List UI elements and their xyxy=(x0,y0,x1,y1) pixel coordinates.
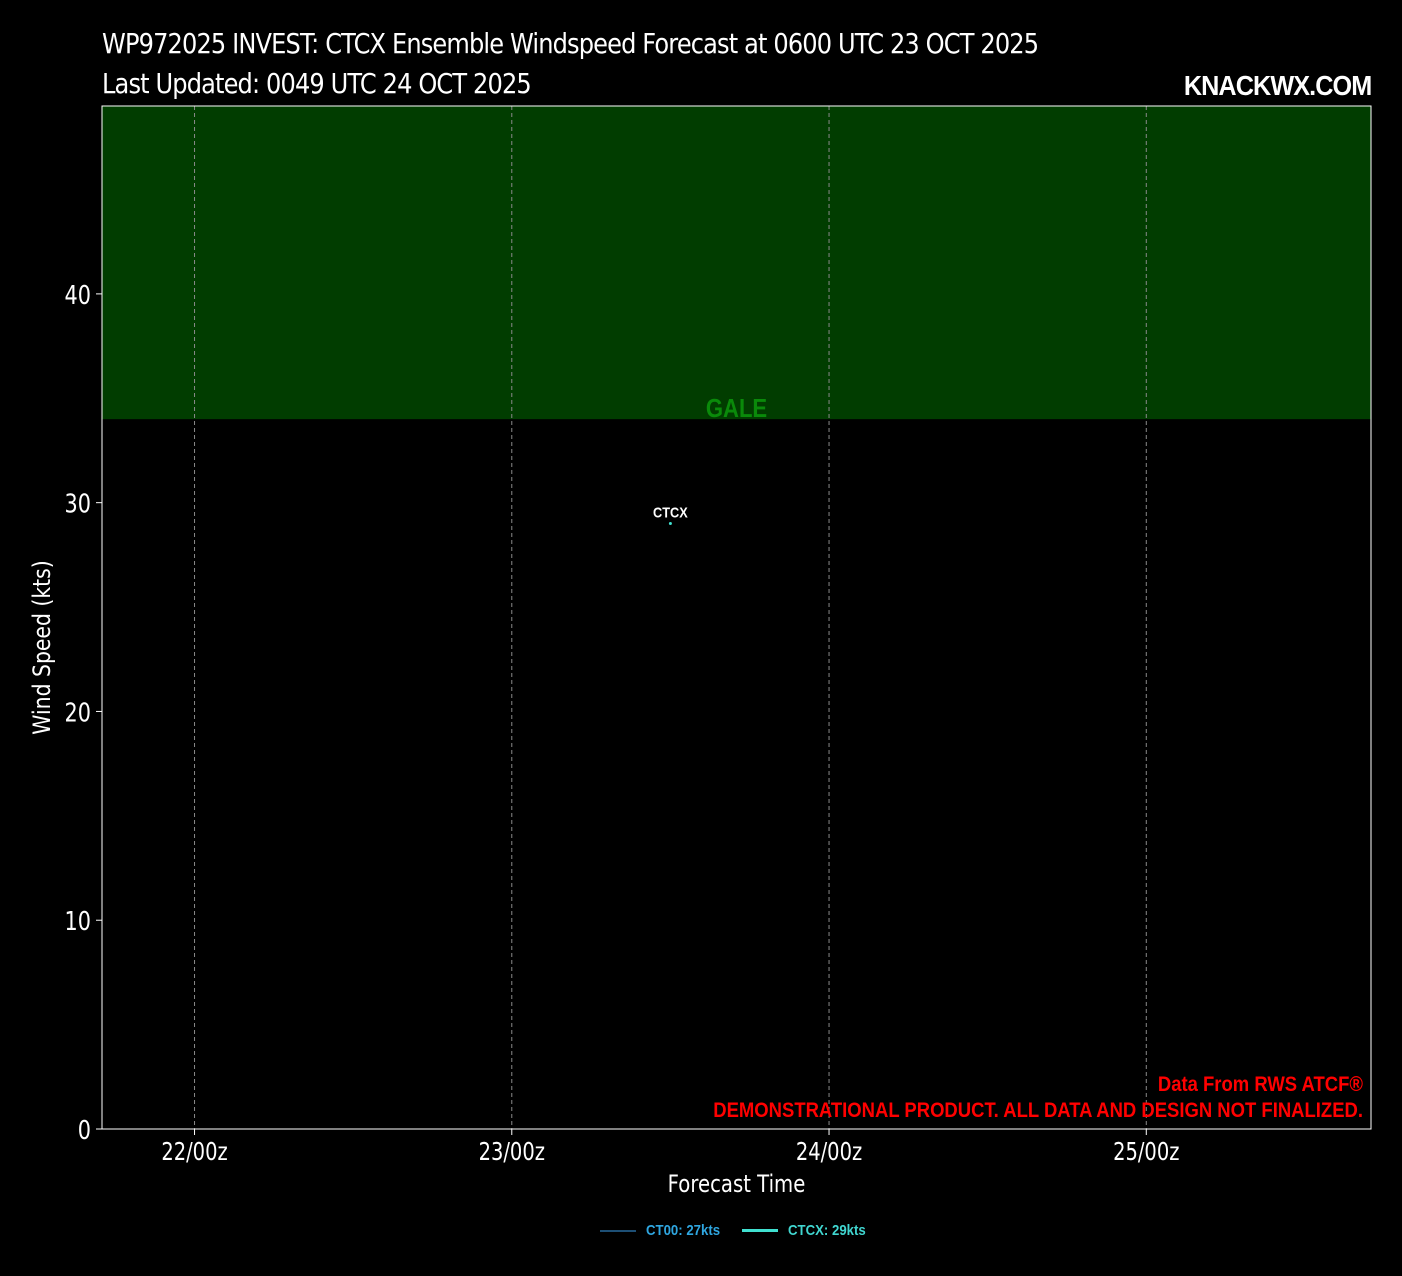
brand-logo-text: KNACKWX.COM xyxy=(1183,70,1372,101)
y-tick-label: 10 xyxy=(65,906,91,937)
legend-label-ctcx: CTCX: 29kts xyxy=(788,1222,866,1239)
y-axis-ticks: 0 10 20 30 40 xyxy=(65,280,102,1146)
y-tick-label: 40 xyxy=(65,280,91,311)
x-tick-label: 24/00z xyxy=(796,1138,862,1167)
legend-item-ctcx: CTCX: 29kts xyxy=(742,1222,876,1239)
y-tick-label: 0 xyxy=(78,1115,91,1146)
x-axis-label: Forecast Time xyxy=(668,1171,806,1198)
x-tick-label: 25/00z xyxy=(1113,1138,1179,1167)
chart-title: WP972025 INVEST: CTCX Ensemble Windspeed… xyxy=(102,27,1039,60)
point-ctcx xyxy=(668,522,672,526)
plot-frame xyxy=(101,105,1372,1130)
band-gale xyxy=(102,106,1371,420)
data-points: CTCX xyxy=(653,504,688,526)
y-axis-label: Wind Speed (kts) xyxy=(28,560,56,734)
legend-swatch-ctcx xyxy=(742,1229,779,1232)
chart-subtitle: Last Updated: 0049 UTC 24 OCT 2025 xyxy=(102,67,532,100)
x-axis-ticks: 22/00z 23/00z 24/00z 25/00z xyxy=(161,1129,1179,1167)
legend-label-ct00: CT00: 27kts xyxy=(646,1222,721,1239)
point-label-ctcx: CTCX xyxy=(653,504,688,521)
legend-swatch-ct00 xyxy=(600,1229,636,1232)
annotation-0: Data From RWS ATCF® xyxy=(1158,1073,1364,1096)
intensity-bands: GALE xyxy=(102,106,1371,424)
legend-item-ct00: CT00: 27kts xyxy=(600,1222,730,1239)
x-grid xyxy=(194,106,1147,1129)
annotation-1: DEMONSTRATIONAL PRODUCT. ALL DATA AND DE… xyxy=(713,1099,1363,1122)
y-tick-label: 20 xyxy=(65,697,91,728)
y-tick-label: 30 xyxy=(65,488,91,519)
data-source-annotations: Data From RWS ATCF® DEMONSTRATIONAL PRODU… xyxy=(713,1073,1363,1122)
chart-legend: CT00: 27kts CTCX: 29kts xyxy=(600,1222,877,1239)
x-tick-label: 22/00z xyxy=(161,1138,227,1167)
x-tick-label: 23/00z xyxy=(479,1138,545,1167)
band-label-gale: GALE xyxy=(706,395,767,424)
